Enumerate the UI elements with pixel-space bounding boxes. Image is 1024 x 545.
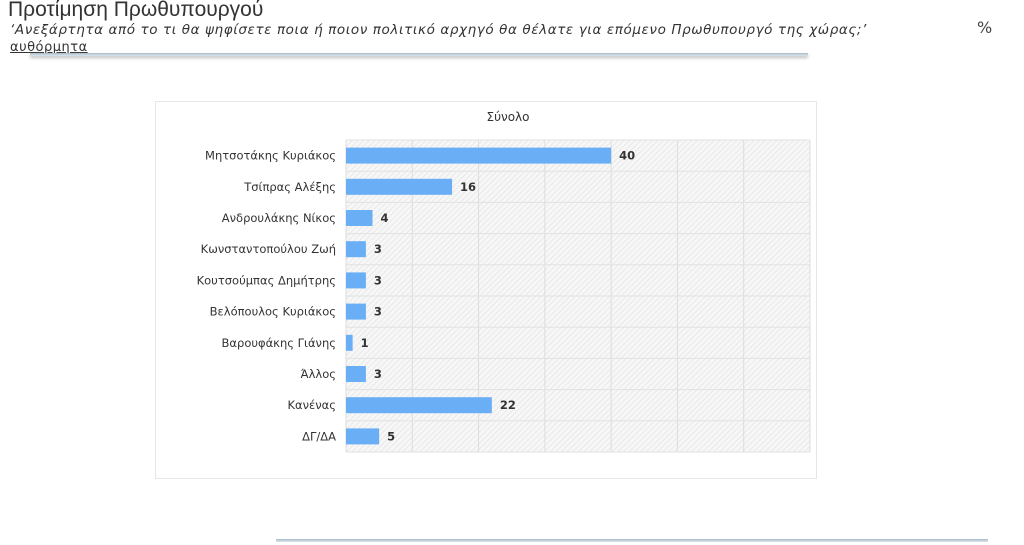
bar [346,334,353,351]
data-label: 1 [361,336,369,350]
category-label: Άλλος [301,367,336,381]
bar [346,210,373,226]
category-label: ΔΓ/ΔΑ [302,429,336,443]
data-label: 3 [374,273,382,287]
data-label: 3 [374,242,382,256]
bar [346,147,612,164]
category-label: Μητσοτάκης Κυριάκος [205,149,336,163]
category-label: Κωνσταντοπούλου Ζωή [201,242,336,256]
bar [346,397,492,414]
chart-title: Σύνολο [486,110,529,124]
unit-label: % [977,18,993,37]
category-label: Βελόπουλος Κυριάκος [210,305,336,319]
data-label: 4 [381,211,389,225]
bar [346,241,366,258]
bar [346,272,366,289]
category-label: Βαρουφάκης Γιάνης [222,336,336,350]
bar [346,303,366,320]
bar [346,366,366,382]
category-label: Τσίπρας Αλέξης [243,180,336,194]
divider [276,539,988,542]
category-label: Ανδρουλάκης Νίκος [222,211,336,225]
data-label: 40 [619,149,635,163]
bar [346,428,380,445]
divider [30,53,808,56]
data-label: 16 [460,180,476,194]
data-label: 3 [374,305,382,319]
category-label: Κανένας [287,398,336,412]
question-subtitle: ‘Ανεξάρτητα από το τι θα ψηφίσετε ποια ή… [10,22,867,38]
data-label: 5 [387,429,395,443]
category-label: Κουτσούμπας Δημήτρης [197,273,336,287]
bar [346,178,453,195]
data-label: 3 [374,367,382,381]
page-title: Προτίμηση Πρωθυπουργού [8,0,264,21]
data-label: 22 [500,398,516,412]
note: αυθόρμητα [10,40,88,55]
